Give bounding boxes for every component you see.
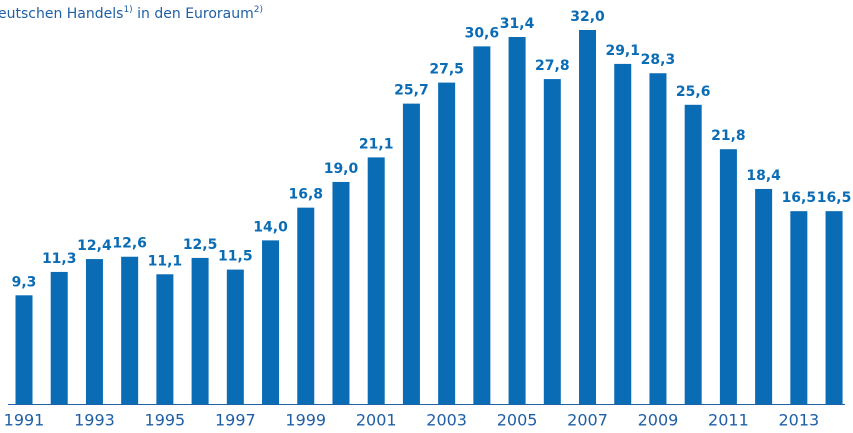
value-label: 32,0 bbox=[570, 9, 605, 25]
value-label: 11,1 bbox=[148, 253, 183, 269]
bar bbox=[543, 79, 561, 405]
x-tick-label: 2003 bbox=[426, 411, 467, 430]
title-part: in den Euroraum bbox=[133, 6, 254, 22]
value-label: 9,3 bbox=[12, 274, 37, 290]
value-label: 25,6 bbox=[676, 84, 711, 100]
bar bbox=[719, 149, 737, 404]
value-label: 28,3 bbox=[641, 52, 676, 68]
bar bbox=[85, 259, 103, 404]
bar bbox=[684, 104, 702, 405]
x-tick-label: 2009 bbox=[638, 411, 679, 430]
bar bbox=[226, 269, 244, 404]
value-label: 18,4 bbox=[746, 168, 781, 184]
title-superscript: 1) bbox=[123, 5, 132, 15]
bar bbox=[262, 240, 280, 404]
value-label: 12,5 bbox=[183, 237, 218, 253]
bar bbox=[825, 211, 843, 404]
x-tick-label: 2013 bbox=[778, 411, 819, 430]
chart-title: eutschen Handels1) in den Euroraum2) bbox=[0, 5, 263, 23]
x-tick-label: 1995 bbox=[145, 411, 186, 430]
value-label: 25,7 bbox=[394, 83, 429, 99]
value-label: 16,8 bbox=[288, 187, 323, 203]
value-label: 11,3 bbox=[42, 251, 77, 267]
bar bbox=[402, 103, 420, 404]
x-tick-label: 1999 bbox=[285, 411, 326, 430]
value-label: 16,5 bbox=[817, 190, 852, 206]
x-tick-label: 1991 bbox=[4, 411, 45, 430]
value-label: 21,1 bbox=[359, 136, 394, 152]
value-label: 27,5 bbox=[429, 62, 464, 78]
value-label: 12,6 bbox=[112, 236, 147, 252]
value-label: 11,5 bbox=[218, 249, 253, 265]
bar bbox=[50, 271, 68, 404]
title-superscript: 2) bbox=[254, 5, 263, 15]
bar bbox=[156, 274, 174, 404]
bar bbox=[649, 73, 667, 405]
value-label: 16,5 bbox=[782, 190, 817, 206]
x-tick-label: 2001 bbox=[356, 411, 397, 430]
value-label: 27,8 bbox=[535, 58, 570, 74]
bar bbox=[473, 46, 491, 405]
bar bbox=[438, 82, 456, 404]
title-part: eutschen Handels bbox=[0, 6, 123, 22]
bar bbox=[121, 256, 139, 404]
value-label: 31,4 bbox=[500, 16, 535, 32]
bar bbox=[367, 157, 385, 404]
x-tick-label: 1993 bbox=[74, 411, 115, 430]
bar bbox=[755, 188, 773, 404]
x-tick-label: 1997 bbox=[215, 411, 256, 430]
bar bbox=[15, 295, 33, 404]
value-label: 12,4 bbox=[77, 238, 112, 254]
bar bbox=[191, 257, 209, 404]
bar bbox=[790, 211, 808, 404]
value-label: 21,8 bbox=[711, 128, 746, 144]
value-label: 30,6 bbox=[465, 25, 500, 41]
x-tick-label: 2005 bbox=[497, 411, 538, 430]
x-tick-label: 2011 bbox=[708, 411, 749, 430]
value-label: 29,1 bbox=[605, 43, 640, 59]
bar bbox=[508, 37, 526, 404]
value-label: 14,0 bbox=[253, 219, 288, 235]
bar bbox=[614, 63, 632, 405]
bar bbox=[332, 181, 350, 404]
bar bbox=[297, 207, 315, 404]
x-tick-label: 2007 bbox=[567, 411, 608, 430]
bar bbox=[579, 30, 597, 404]
value-label: 19,0 bbox=[324, 161, 359, 177]
